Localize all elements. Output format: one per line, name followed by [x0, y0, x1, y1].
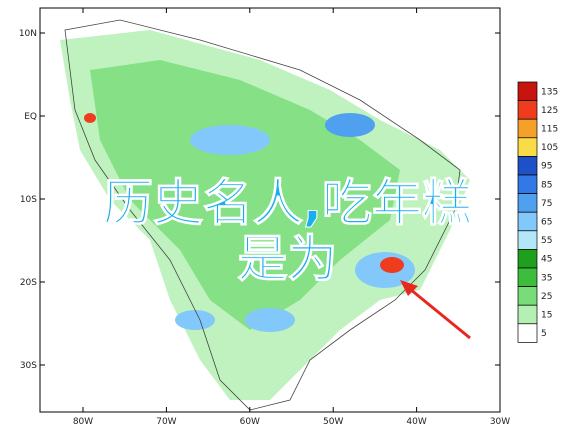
lat-label: 10N: [19, 29, 37, 39]
lon-label: 70W: [156, 417, 176, 427]
lon-label: 30W: [490, 417, 510, 427]
lon-label: 60W: [240, 417, 260, 427]
legend-swatch: [517, 118, 538, 139]
legend-label: 65: [541, 218, 552, 228]
legend-label: 95: [541, 162, 552, 172]
legend-swatch: [517, 156, 538, 176]
legend-label: 55: [541, 236, 552, 246]
legend-label: 115: [541, 125, 558, 135]
lat-label: 30S: [20, 361, 37, 371]
legend-label: 15: [541, 311, 552, 321]
lon-label: 40W: [406, 417, 426, 427]
legend-label: 5: [541, 329, 547, 339]
map-frame: [39, 7, 501, 413]
legend-label: 75: [541, 199, 552, 209]
lon-label: 80W: [73, 417, 93, 427]
overlay-line: 历史名人,吃年糕: [103, 174, 473, 232]
lon-label: 50W: [323, 417, 343, 427]
legend-label: 45: [541, 255, 552, 265]
arrow: [404, 283, 471, 340]
legend-swatch: [517, 286, 538, 306]
legend-swatch: [517, 137, 538, 157]
legend-label: 135: [541, 87, 558, 97]
arrow-head: [400, 280, 418, 296]
legend-swatch: [517, 304, 538, 325]
lat-label: 20S: [20, 278, 37, 288]
legend-swatch: [517, 323, 538, 343]
lat-label: 10S: [20, 195, 37, 205]
legend-swatch: [517, 81, 538, 101]
legend-label: 25: [541, 292, 552, 302]
legend-swatch: [517, 100, 538, 120]
legend-label: 35: [541, 273, 552, 283]
precip-shading: [60, 30, 470, 400]
overlay-line: 是为: [237, 230, 338, 288]
legend-label: 125: [541, 106, 558, 116]
lat-label: EQ: [24, 112, 37, 122]
legend-label: 105: [541, 143, 558, 153]
legend-label: 85: [541, 180, 552, 190]
coastline: [64, 19, 461, 411]
